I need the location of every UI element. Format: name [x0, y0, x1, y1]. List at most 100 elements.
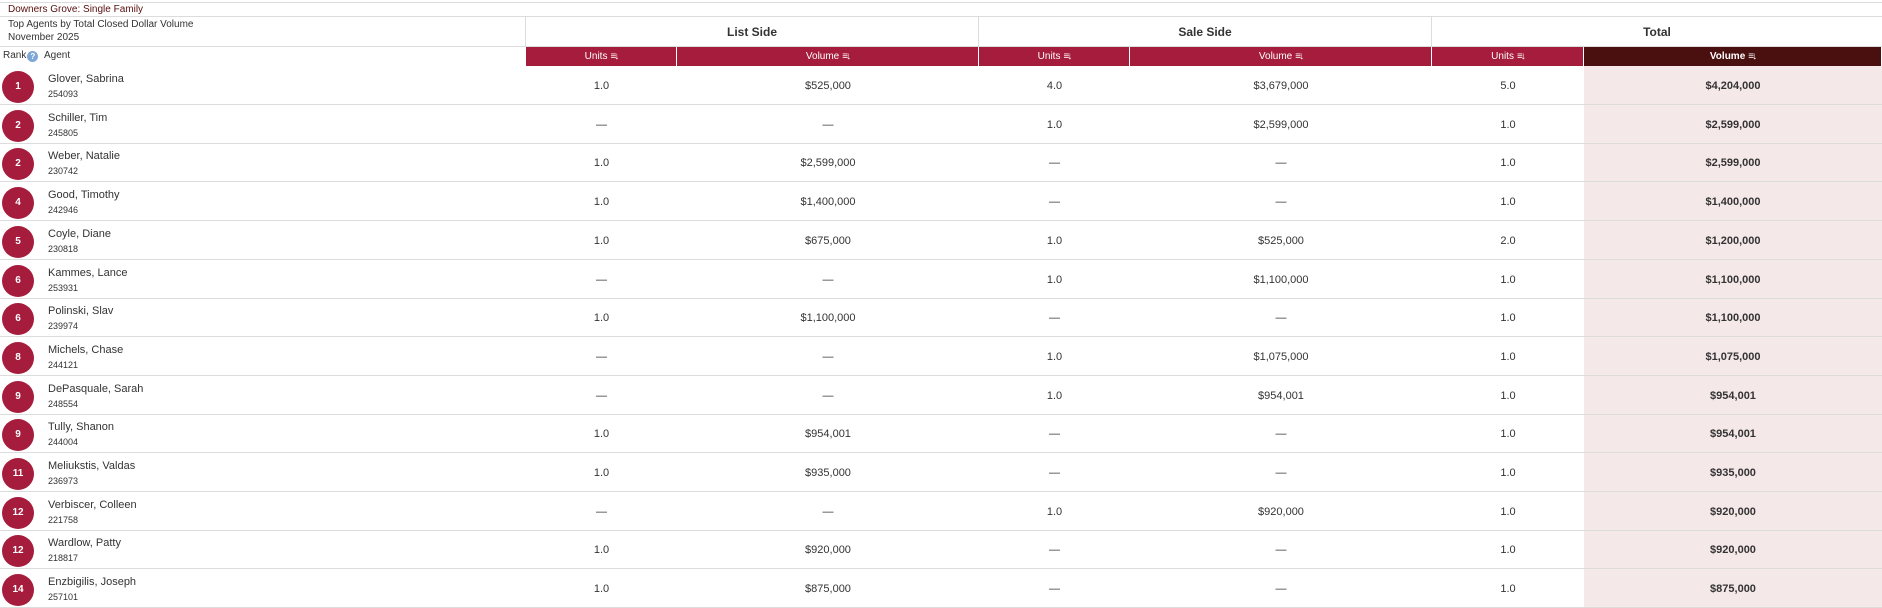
agent-name[interactable]: Good, Timothy [48, 189, 120, 202]
agent-id: 245805 [48, 127, 79, 138]
table-row[interactable]: 5 Coyle, Diane 230818 1.0 $675,000 1.0 $525,00… [0, 222, 1882, 260]
total-units-cell: 1.0 [1500, 467, 1516, 479]
list-units-cell: 1.0 [593, 467, 610, 479]
list-units-cell: 1.0 [593, 583, 610, 596]
total-volume-cell: $1,100,000 [1705, 312, 1761, 325]
table-row[interactable]: 9 Tully, Shanon 244004 1.0 $954,001 — — 1.0 $954… [0, 415, 1882, 454]
agent-id: 230818 [48, 243, 79, 254]
table-row[interactable]: 12 Verbiscer, Colleen 221758 — — 1.0 $920,000 1… [0, 493, 1882, 531]
sort-icon: ≡↓ [1295, 51, 1304, 62]
sale-units-cell: 4.0 [1046, 80, 1063, 92]
table-row[interactable]: 4 Good, Timothy 242946 1.0 $1,400,000 — — 1.0 $1… [0, 183, 1882, 222]
agent-name[interactable]: Wardlow, Patty [48, 537, 121, 550]
help-icon[interactable]: ? [27, 50, 39, 62]
agent-name[interactable]: Verbiscer, Colleen [48, 498, 137, 511]
agent-name[interactable]: Kammes, Lance [48, 266, 128, 279]
agent-name[interactable]: Tully, Shanon [48, 421, 115, 434]
sale-volume-cell: — [1275, 467, 1287, 479]
agent-id: 248554 [48, 398, 79, 409]
total-units-cell: 1.0 [1500, 312, 1516, 325]
agent-name[interactable]: DePasquale, Sarah [48, 382, 144, 395]
total-volume-cell: $1,400,000 [1705, 196, 1761, 209]
list-units-header[interactable]: Units ≡↓ [526, 47, 677, 66]
rank-badge: 2 [2, 109, 34, 142]
sale-volume-cell: $954,001 [1258, 389, 1304, 402]
total-units-header[interactable]: Units ≡↓ [1432, 47, 1584, 66]
total-volume-cell: $2,599,000 [1705, 157, 1761, 170]
table-row[interactable]: 14 Enzbigilis, Joseph 257101 1.0 $875,000 — — 1… [0, 570, 1882, 608]
total-volume-header-label: Volume [1709, 51, 1746, 62]
table-row[interactable]: 11 Meliukstis, Valdas 236973 1.0 $935,000 — — 1… [0, 454, 1882, 492]
agent-name[interactable]: Glover, Sabrina [48, 73, 124, 85]
table-row[interactable]: 9 DePasquale, Sarah 248554 — — 1.0 $954,001 1.0… [0, 377, 1882, 415]
table-row[interactable]: 1 Glover, Sabrina 254093 1.0 $525,000 4.0 $3,6… [0, 67, 1882, 105]
report-period: November 2025 [8, 32, 80, 43]
sale-units-cell: 1.0 [1046, 234, 1063, 247]
list-volume-header[interactable]: Volume ≡↓ [677, 47, 979, 66]
list-volume-cell: — [822, 118, 834, 131]
total-units-cell: 1.0 [1500, 157, 1516, 170]
agent-id: 242946 [48, 205, 79, 216]
sale-volume-cell: — [1275, 544, 1287, 557]
group-header-list-side: List Side [726, 25, 777, 39]
table-row[interactable]: 6 Polinski, Slav 239974 1.0 $1,100,000 — — 1.0 $… [0, 299, 1882, 338]
agent-id: 244121 [48, 359, 79, 370]
divider [1431, 17, 1432, 47]
agent-id: 239974 [48, 321, 79, 332]
list-units-cell: — [596, 505, 607, 518]
list-volume-cell: $935,000 [805, 467, 851, 479]
rank-badge: 1 [2, 71, 34, 103]
agent-name[interactable]: Michels, Chase [48, 343, 124, 356]
total-volume-cell: $920,000 [1710, 505, 1756, 518]
sale-units-cell: 1.0 [1046, 350, 1063, 363]
sale-volume-cell: $3,679,000 [1253, 80, 1309, 92]
sale-units-cell: — [1049, 196, 1060, 209]
sale-volume-header[interactable]: Volume ≡↓ [1130, 47, 1432, 66]
agent-name[interactable]: Polinski, Slav [48, 305, 114, 318]
rank-header-label: Rank [3, 50, 27, 61]
sale-volume-cell: $2,599,000 [1253, 118, 1309, 131]
agent-name[interactable]: Enzbigilis, Joseph [48, 576, 137, 589]
total-volume-cell: $1,100,000 [1705, 273, 1761, 286]
total-units-cell: 1.0 [1500, 389, 1516, 402]
rank-column-header: Rank? [3, 49, 39, 63]
agent-name[interactable]: Weber, Natalie [48, 150, 120, 163]
divider [978, 17, 979, 47]
list-volume-cell: $1,400,000 [800, 196, 856, 209]
sale-units-cell: — [1049, 312, 1060, 325]
sale-units-cell: 1.0 [1046, 273, 1063, 286]
total-volume-header[interactable]: Volume ≡↓ [1584, 47, 1882, 66]
sale-units-cell: 1.0 [1046, 389, 1063, 402]
sale-units-cell: — [1049, 583, 1060, 596]
rank-badge: 12 [2, 535, 34, 568]
divider [0, 16, 1882, 17]
rank-badge: 8 [2, 341, 34, 374]
sale-units-header-label: Units [1037, 51, 1061, 62]
agent-id: 230742 [48, 166, 79, 177]
total-volume-cell: $935,000 [1710, 467, 1756, 479]
agent-name[interactable]: Meliukstis, Valdas [48, 460, 136, 472]
sale-volume-cell: — [1275, 312, 1287, 325]
rank-badge: 6 [2, 303, 34, 336]
total-units-cell: 5.0 [1500, 80, 1516, 92]
agent-id: 221758 [48, 514, 79, 525]
rank-badge: 14 [2, 574, 34, 607]
rank-badge: 6 [2, 264, 34, 297]
table-row[interactable]: 12 Wardlow, Patty 218817 1.0 $920,000 — — 1.0 $9… [0, 531, 1882, 570]
agent-id: 236973 [48, 476, 79, 486]
group-header-sale-side: Sale Side [1178, 25, 1232, 39]
list-units-cell: — [596, 389, 607, 402]
total-volume-cell: $875,000 [1710, 583, 1756, 596]
list-volume-cell: $920,000 [805, 544, 851, 557]
table-row[interactable]: 2 Weber, Natalie 230742 1.0 $2,599,000 — — 1.0 $… [0, 144, 1882, 183]
agent-name[interactable]: Coyle, Diane [48, 227, 111, 240]
agent-id: 218817 [48, 553, 79, 564]
agent-id: 257101 [48, 592, 79, 603]
agent-name[interactable]: Schiller, Tim [48, 111, 108, 124]
table-row[interactable]: 2 Schiller, Tim 245805 — — 1.0 $2,599,000 1.0 $2… [0, 106, 1882, 144]
list-volume-cell: $1,100,000 [800, 312, 856, 325]
total-units-cell: 1.0 [1500, 196, 1516, 209]
table-row[interactable]: 8 Michels, Chase 244121 — — 1.0 $1,075,000 1.0 $… [0, 338, 1882, 376]
table-row[interactable]: 6 Kammes, Lance 253931 — — 1.0 $1,100,000 1.0 $1… [0, 261, 1882, 299]
sale-units-header[interactable]: Units ≡↓ [979, 47, 1130, 66]
